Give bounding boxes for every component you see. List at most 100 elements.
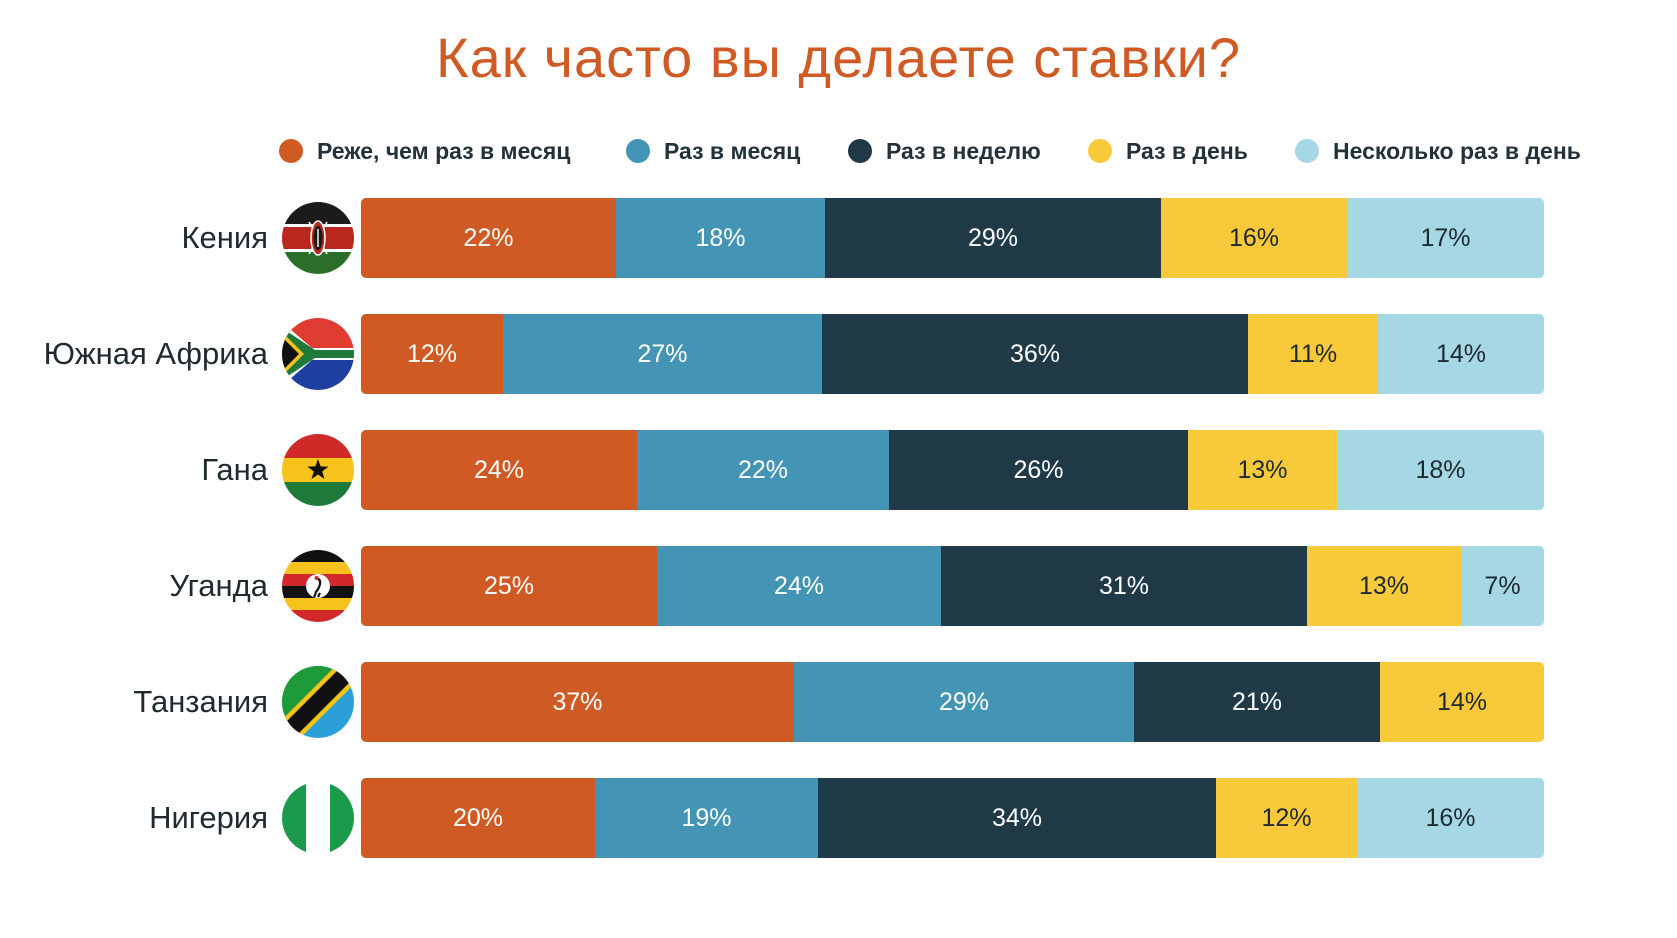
data-label: 34% [991, 803, 1043, 832]
data-label: 29% [967, 223, 1019, 252]
segment-monthly: 18% [616, 198, 825, 278]
legend-label: Несколько раз в день [1333, 137, 1581, 164]
legend-item-weekly: Раз в неделю [848, 131, 1041, 171]
data-label: 25% [483, 571, 535, 600]
data-label: 36% [1009, 339, 1061, 368]
segment-less-than-monthly: 37% [361, 662, 794, 742]
data-label: 24% [473, 455, 525, 484]
segment-several-daily: 16% [1357, 778, 1544, 858]
data-label: 26% [1013, 455, 1064, 484]
legend-item-several-daily: Несколько раз в день [1295, 131, 1581, 171]
row-nigeria: Нигерия 20% 19% 34% 12% 16% [0, 778, 1677, 858]
data-label: 17% [1420, 223, 1471, 252]
chart-title: Как часто вы делаете ставки? [435, 26, 1242, 89]
legend-item-daily: Раз в день [1088, 131, 1248, 171]
data-label: 11% [1288, 339, 1338, 368]
segment-several-daily: 7% [1461, 546, 1544, 626]
legend-label: Реже, чем раз в месяц [317, 137, 571, 164]
data-label: 29% [938, 687, 990, 716]
stacked-bar: 12% 27% 36% 11% 14% [361, 314, 1544, 394]
segment-monthly: 29% [794, 662, 1134, 742]
segment-daily: 13% [1307, 546, 1461, 626]
data-label: 16% [1228, 223, 1280, 252]
segment-daily: 16% [1161, 198, 1347, 278]
stacked-bar: 20% 19% 34% 12% 16% [361, 778, 1544, 858]
segment-less-than-monthly: 12% [361, 314, 503, 394]
segment-daily: 14% [1380, 662, 1544, 742]
data-label: 14% [1436, 687, 1488, 716]
ghana-flag-icon [282, 434, 354, 506]
nigeria-flag-icon [282, 782, 354, 854]
legend-swatch [848, 139, 872, 163]
row-tanzania: Танзания 37% 29% 21% 14% [0, 662, 1677, 742]
data-label: 13% [1358, 571, 1410, 600]
kenya-flag-icon [282, 202, 354, 274]
country-label: Кения [181, 220, 268, 255]
legend-item-less-than-monthly: Реже, чем раз в месяц [279, 131, 570, 171]
segment-weekly: 34% [818, 778, 1216, 858]
segment-weekly: 26% [889, 430, 1188, 510]
tanzania-flag-icon [282, 666, 354, 738]
data-label: 22% [463, 223, 514, 252]
legend-swatch [279, 139, 303, 163]
segment-weekly: 36% [822, 314, 1248, 394]
data-label: 22% [737, 455, 789, 484]
legend-swatch [1088, 139, 1112, 163]
legend-swatch [1295, 139, 1319, 163]
stacked-bar: 22% 18% 29% 16% 17% [361, 198, 1544, 278]
country-label: Уганда [169, 568, 268, 603]
row-south-africa: Южная Африка 12% 27% 36% 11% 14% [0, 314, 1677, 394]
row-uganda: Уганда 25% 24% 31% 13% 7% [0, 546, 1677, 626]
stacked-bar: 37% 29% 21% 14% [361, 662, 1544, 742]
legend-label: Раз в день [1126, 137, 1248, 164]
segment-less-than-monthly: 24% [361, 430, 637, 510]
data-label: 27% [637, 339, 688, 368]
segment-less-than-monthly: 22% [361, 198, 616, 278]
legend-item-monthly: Раз в месяц [626, 131, 800, 171]
data-label: 21% [1231, 687, 1283, 716]
data-label: 16% [1425, 803, 1476, 832]
data-label: 7% [1484, 571, 1521, 600]
data-label: 12% [406, 339, 458, 368]
legend: Реже, чем раз в месяц Раз в месяц Раз в … [0, 131, 1677, 171]
segment-weekly: 29% [825, 198, 1161, 278]
segment-less-than-monthly: 25% [361, 546, 657, 626]
segment-monthly: 19% [595, 778, 818, 858]
south-africa-flag-icon [282, 318, 354, 390]
segment-several-daily: 17% [1347, 198, 1544, 278]
segment-weekly: 21% [1134, 662, 1380, 742]
segment-several-daily: 14% [1378, 314, 1544, 394]
segment-monthly: 27% [503, 314, 822, 394]
country-label: Танзания [133, 684, 268, 719]
segment-monthly: 22% [637, 430, 889, 510]
data-label: 31% [1098, 571, 1150, 600]
row-ghana: Гана 24% 22% 26% 13% 18% [0, 430, 1677, 510]
legend-label: Раз в неделю [886, 137, 1041, 164]
country-label: Гана [201, 452, 268, 487]
legend-label: Раз в месяц [664, 137, 801, 164]
segment-monthly: 24% [657, 546, 941, 626]
data-label: 12% [1261, 803, 1312, 832]
country-label: Южная Африка [43, 336, 268, 371]
segment-several-daily: 18% [1337, 430, 1544, 510]
stacked-bar: 25% 24% 31% 13% 7% [361, 546, 1544, 626]
data-label: 14% [1435, 339, 1487, 368]
segment-daily: 12% [1216, 778, 1357, 858]
uganda-flag-icon [282, 550, 354, 622]
data-label: 18% [1415, 455, 1466, 484]
data-label: 20% [452, 803, 504, 832]
stacked-bar: 24% 22% 26% 13% 18% [361, 430, 1544, 510]
data-label: 19% [681, 803, 732, 832]
segment-less-than-monthly: 20% [361, 778, 595, 858]
data-label: 24% [773, 571, 825, 600]
segment-daily: 11% [1248, 314, 1378, 394]
data-label: 37% [552, 687, 603, 716]
segment-weekly: 31% [941, 546, 1307, 626]
segment-daily: 13% [1188, 430, 1337, 510]
legend-swatch [626, 139, 650, 163]
row-kenya: Кения 22% 18% 29% 16% 17% [0, 198, 1677, 278]
country-label: Нигерия [149, 800, 268, 835]
data-label: 18% [695, 223, 746, 252]
data-label: 13% [1237, 455, 1288, 484]
